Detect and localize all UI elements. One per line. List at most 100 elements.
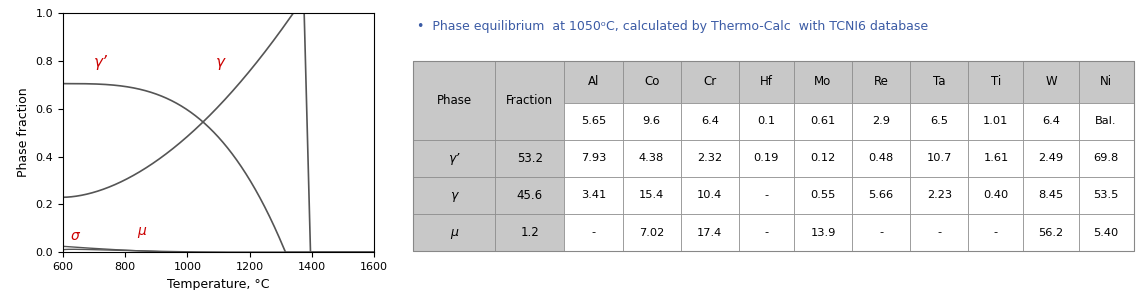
Text: 6.4: 6.4	[1042, 116, 1060, 126]
X-axis label: Temperature, °C: Temperature, °C	[167, 278, 270, 290]
Text: μ: μ	[450, 226, 458, 239]
Text: Fraction: Fraction	[506, 94, 553, 107]
Bar	[413, 177, 496, 214]
Text: •  Phase equilibrium  at 1050ᵒC, calculated by Thermo-Calc  with TCNI6 database: • Phase equilibrium at 1050ᵒC, calculate…	[416, 20, 928, 33]
Text: 2.49: 2.49	[1039, 153, 1063, 163]
Bar	[852, 103, 910, 140]
Bar	[794, 140, 852, 177]
Text: 56.2: 56.2	[1039, 228, 1063, 238]
Bar	[623, 140, 681, 177]
Text: Co: Co	[644, 75, 660, 88]
Bar	[623, 103, 681, 140]
Bar	[968, 103, 1023, 140]
Text: 2.32: 2.32	[697, 153, 722, 163]
Bar	[1079, 214, 1134, 251]
Bar	[1079, 103, 1134, 140]
Text: -: -	[765, 191, 768, 200]
Text: -: -	[937, 228, 942, 238]
Text: 53.2: 53.2	[517, 152, 543, 165]
Text: Hf: Hf	[760, 75, 773, 88]
Bar	[968, 61, 1023, 103]
Bar	[968, 214, 1023, 251]
Text: 0.1: 0.1	[758, 116, 775, 126]
Text: 7.93: 7.93	[581, 153, 606, 163]
Text: 8.45: 8.45	[1038, 191, 1064, 200]
Text: 10.7: 10.7	[927, 153, 952, 163]
Bar	[910, 177, 968, 214]
Text: 9.6: 9.6	[642, 116, 661, 126]
Bar	[681, 140, 738, 177]
Bar	[910, 214, 968, 251]
Bar	[852, 61, 910, 103]
Text: 5.40: 5.40	[1094, 228, 1119, 238]
Bar	[738, 103, 794, 140]
Bar	[681, 61, 738, 103]
Text: Al: Al	[588, 75, 599, 88]
Bar	[681, 177, 738, 214]
Bar	[496, 140, 565, 177]
Text: Mo: Mo	[814, 75, 832, 88]
Text: 3.41: 3.41	[581, 191, 606, 200]
Bar	[623, 177, 681, 214]
Bar	[910, 61, 968, 103]
Bar	[413, 61, 496, 140]
Text: 0.12: 0.12	[810, 153, 836, 163]
Text: -: -	[879, 228, 884, 238]
Text: W: W	[1045, 75, 1057, 88]
Text: 5.65: 5.65	[581, 116, 606, 126]
Text: 5.66: 5.66	[869, 191, 894, 200]
Bar	[413, 214, 496, 251]
Bar	[1023, 214, 1079, 251]
Bar	[565, 61, 623, 103]
Bar	[565, 214, 623, 251]
Bar	[1079, 177, 1134, 214]
Bar	[496, 61, 565, 140]
Bar	[738, 177, 794, 214]
Text: 7.02: 7.02	[639, 228, 664, 238]
Bar	[413, 140, 496, 177]
Bar	[738, 140, 794, 177]
Text: 6.4: 6.4	[701, 116, 719, 126]
Bar	[1023, 177, 1079, 214]
Bar	[794, 214, 852, 251]
Text: -: -	[765, 228, 768, 238]
Text: -: -	[993, 228, 998, 238]
Bar	[968, 177, 1023, 214]
Bar	[852, 177, 910, 214]
Text: 69.8: 69.8	[1094, 153, 1119, 163]
Bar	[910, 103, 968, 140]
Bar	[1023, 140, 1079, 177]
Text: 2.23: 2.23	[927, 191, 952, 200]
Bar	[681, 214, 738, 251]
Bar	[738, 61, 794, 103]
Bar	[794, 61, 852, 103]
Text: 0.55: 0.55	[810, 191, 836, 200]
Text: 45.6: 45.6	[517, 189, 543, 202]
Bar	[794, 103, 852, 140]
Bar	[565, 103, 623, 140]
Bar	[413, 61, 1134, 251]
Bar	[910, 140, 968, 177]
Bar	[1023, 103, 1079, 140]
Bar	[738, 214, 794, 251]
Text: Re: Re	[873, 75, 888, 88]
Bar	[1079, 140, 1134, 177]
Text: μ: μ	[137, 224, 146, 238]
Text: 1.61: 1.61	[983, 153, 1008, 163]
Text: Cr: Cr	[703, 75, 717, 88]
Y-axis label: Phase fraction: Phase fraction	[17, 88, 30, 177]
Bar	[565, 177, 623, 214]
Text: 17.4: 17.4	[697, 228, 722, 238]
Bar	[496, 214, 565, 251]
Text: 2.9: 2.9	[872, 116, 890, 126]
Text: 15.4: 15.4	[639, 191, 664, 200]
Text: Bal.: Bal.	[1095, 116, 1117, 126]
Bar	[1079, 61, 1134, 103]
Bar	[623, 214, 681, 251]
Text: γ’: γ’	[448, 152, 459, 165]
Text: 1.2: 1.2	[520, 226, 539, 239]
Text: Ta: Ta	[933, 75, 945, 88]
Text: 0.48: 0.48	[869, 153, 894, 163]
Bar	[794, 177, 852, 214]
Text: γ’: γ’	[94, 55, 107, 70]
